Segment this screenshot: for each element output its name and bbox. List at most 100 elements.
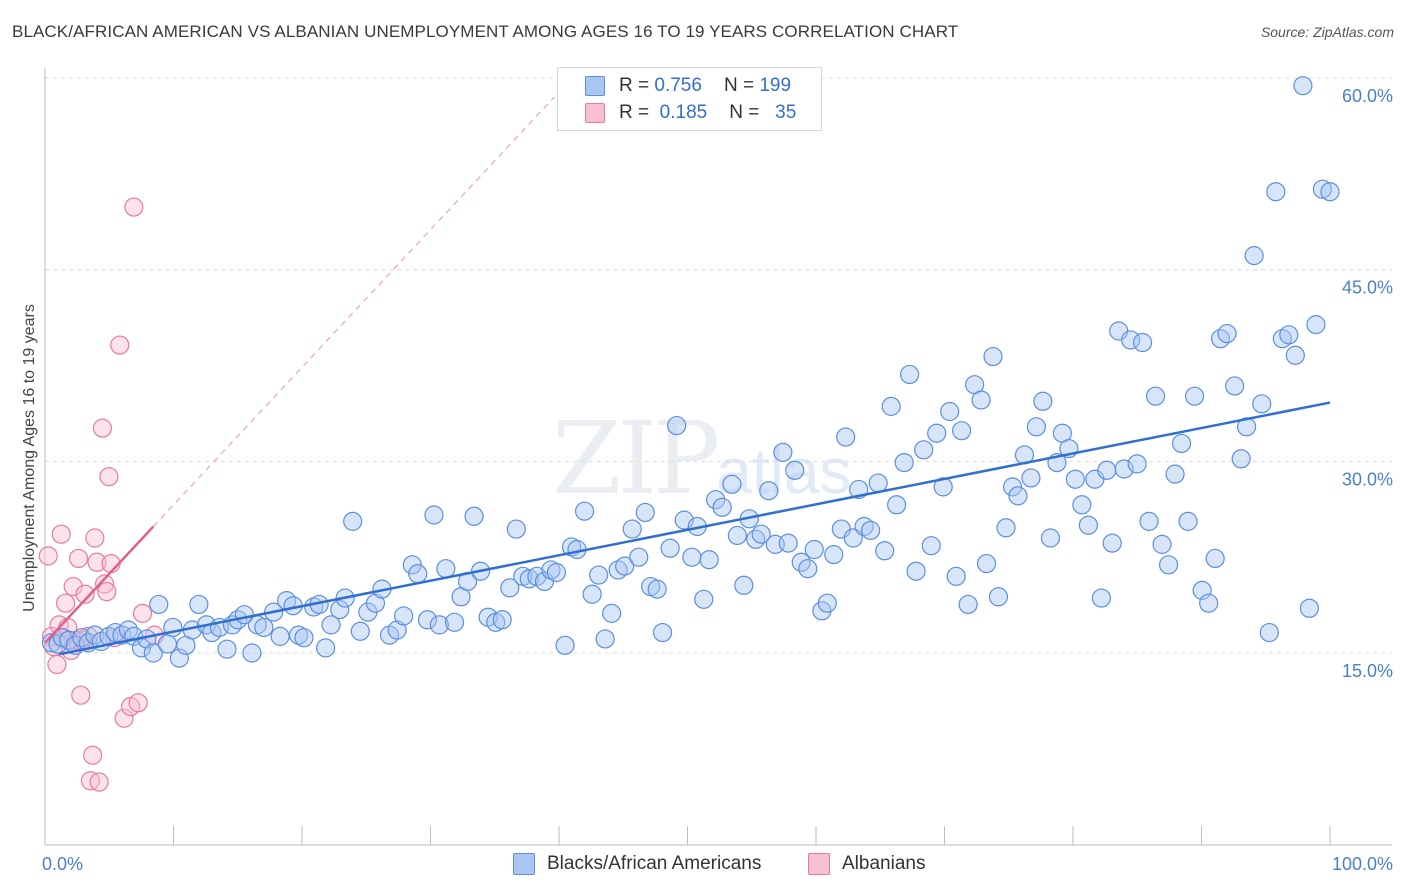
bottom-legend-albanians: Albanians bbox=[808, 851, 925, 877]
watermark: ZIPatlas bbox=[552, 400, 852, 517]
data-point-black bbox=[546, 562, 566, 583]
legend-row-blacks: R = 0.756 N = 199 bbox=[558, 73, 791, 99]
data-point-black bbox=[1171, 433, 1192, 454]
data-point-black bbox=[1021, 468, 1041, 488]
data-point-black bbox=[629, 547, 649, 567]
data-point-black bbox=[927, 423, 947, 443]
data-point-black bbox=[727, 525, 747, 546]
data-point-black bbox=[1165, 464, 1185, 484]
data-point-black bbox=[1121, 330, 1141, 350]
source-label: Source: ZipAtlas.com bbox=[1260, 24, 1394, 40]
data-point-black bbox=[1072, 495, 1092, 515]
data-point-black bbox=[1065, 469, 1085, 489]
data-point-black bbox=[615, 556, 635, 576]
data-point-black bbox=[1102, 533, 1122, 553]
data-point-black bbox=[940, 401, 960, 422]
data-point-black bbox=[906, 561, 926, 581]
data-point-black bbox=[595, 629, 615, 649]
data-point-black bbox=[1279, 325, 1299, 345]
data-point-albanian bbox=[94, 574, 115, 594]
data-point-albanian bbox=[63, 576, 83, 597]
bottom-swatch-pink bbox=[808, 853, 830, 875]
data-point-black bbox=[330, 599, 350, 620]
legend-n-label: N = bbox=[723, 75, 755, 96]
y-tick-label: 30.0% bbox=[1342, 469, 1393, 489]
data-point-black bbox=[804, 539, 824, 560]
data-point-black bbox=[734, 575, 754, 595]
data-point-black bbox=[1184, 386, 1205, 406]
data-point-black bbox=[143, 643, 163, 663]
data-point-black bbox=[836, 427, 856, 447]
data-point-black bbox=[976, 553, 997, 574]
data-point-black bbox=[946, 566, 966, 586]
trend-line-albanian-extension bbox=[152, 96, 555, 527]
data-point-black bbox=[1145, 386, 1166, 406]
data-point-black bbox=[868, 473, 888, 493]
data-point-black bbox=[555, 635, 575, 655]
y-axis-label: Unemployment Among Ages 16 to 19 years bbox=[21, 304, 38, 612]
data-point-black bbox=[1306, 315, 1326, 335]
legend-row-albanians: R = 0.185 N = 35 bbox=[558, 100, 796, 126]
data-point-black bbox=[1259, 622, 1279, 643]
y-tick-label: 60.0% bbox=[1342, 86, 1393, 106]
tick-labels: 15.0% 30.0% 45.0% 60.0% 0.0% 100.0% Unemployme… bbox=[21, 86, 1393, 874]
data-point-black bbox=[773, 442, 793, 462]
data-point-albanian bbox=[71, 685, 91, 705]
data-point-albanian bbox=[132, 603, 153, 623]
data-point-black bbox=[1002, 477, 1023, 497]
data-point-black bbox=[270, 626, 290, 646]
data-point-black bbox=[436, 559, 456, 579]
data-point-black bbox=[402, 555, 422, 575]
black-points bbox=[41, 76, 1340, 668]
data-point-black bbox=[118, 620, 139, 640]
legend-swatch-pink bbox=[585, 103, 605, 123]
data-point-black bbox=[1225, 376, 1245, 396]
data-point-albanian bbox=[87, 552, 107, 572]
correlation-legend: R = 0.756 N = 199 R = 0.185 N = 35 bbox=[557, 67, 822, 131]
x-tick-label: 0.0% bbox=[42, 854, 83, 874]
chart-title: BLACK/AFRICAN AMERICAN VS ALBANIAN UNEMP… bbox=[12, 22, 959, 41]
data-point-black bbox=[900, 364, 920, 385]
data-point-black bbox=[887, 495, 907, 515]
data-point-black bbox=[751, 524, 771, 544]
data-point-black bbox=[778, 533, 798, 553]
data-point-black bbox=[1231, 449, 1251, 469]
legend-r-label: R = bbox=[619, 102, 650, 123]
legend-r-value: 0.185 bbox=[659, 102, 708, 123]
data-point-black bbox=[189, 594, 209, 615]
data-point-black bbox=[647, 579, 667, 599]
data-point-black bbox=[1139, 511, 1159, 531]
data-point-albanian bbox=[89, 772, 109, 792]
data-point-black bbox=[1132, 332, 1153, 353]
data-point-black bbox=[971, 390, 991, 410]
data-point-black bbox=[387, 620, 407, 640]
data-point-albanian bbox=[85, 528, 105, 548]
data-point-black bbox=[1078, 515, 1098, 535]
data-point-black bbox=[394, 606, 414, 626]
data-point-albanian bbox=[83, 745, 103, 765]
data-point-black bbox=[694, 589, 714, 609]
data-point-black bbox=[408, 564, 428, 584]
data-point-black bbox=[1026, 417, 1046, 437]
legend-swatch-blue bbox=[585, 76, 605, 96]
data-point-black bbox=[817, 593, 837, 613]
data-point-black bbox=[1244, 246, 1264, 266]
data-point-black bbox=[875, 541, 895, 561]
data-point-black bbox=[1158, 555, 1179, 575]
data-point-albanian bbox=[110, 335, 130, 355]
y-tick-label: 45.0% bbox=[1342, 278, 1393, 298]
data-point-black bbox=[321, 615, 341, 635]
data-point-black bbox=[958, 594, 978, 615]
data-point-black bbox=[343, 511, 363, 531]
trend-line-black bbox=[58, 401, 1331, 656]
data-point-albanian bbox=[55, 593, 76, 613]
data-point-black bbox=[444, 612, 465, 632]
data-point-black bbox=[983, 346, 1003, 367]
bottom-swatch-blue bbox=[513, 853, 535, 875]
data-point-black bbox=[660, 538, 680, 558]
data-point-black bbox=[1199, 593, 1219, 613]
data-point-black bbox=[996, 518, 1016, 538]
data-point-black bbox=[242, 643, 262, 663]
data-point-black bbox=[635, 502, 655, 523]
albanian-points bbox=[38, 197, 165, 792]
